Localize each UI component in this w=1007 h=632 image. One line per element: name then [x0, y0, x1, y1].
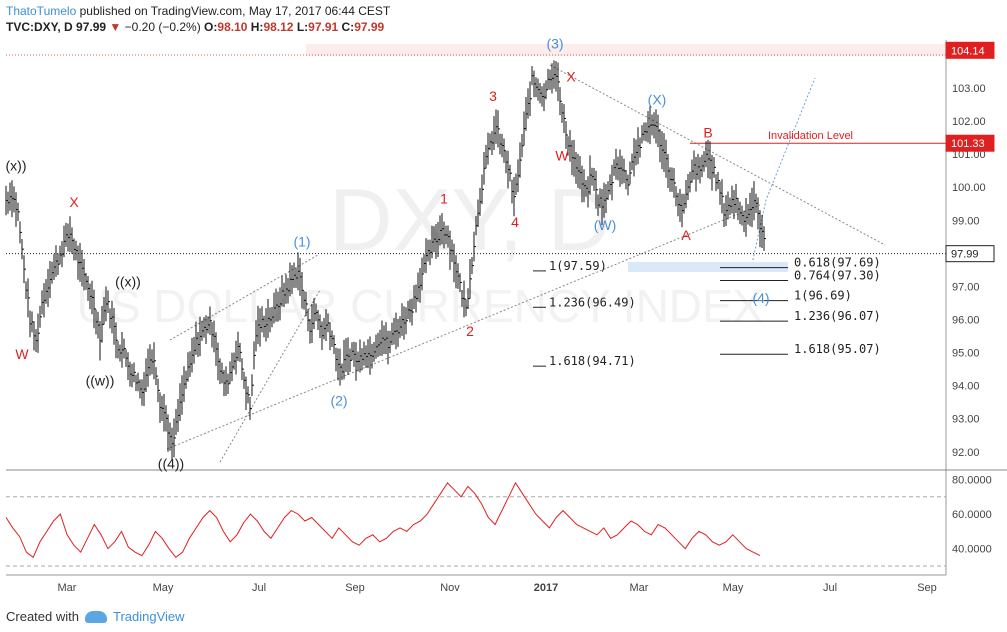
last-price: 97.99: [76, 20, 107, 34]
open-value: 98.10: [217, 20, 248, 34]
fib-label: 0.764(97.30): [794, 268, 881, 282]
price-tag-box: [945, 245, 995, 263]
ohlc-line: TVC:DXY, D 97.99 ▼ −0.20 (−0.2%) O:98.10…: [6, 19, 390, 35]
price-axis-tick: 92.00: [952, 447, 980, 459]
wave-label: (X): [648, 92, 667, 108]
trendline-lower: [166, 204, 761, 450]
rsi-line: [5, 481, 761, 559]
wave-label: ((w)): [86, 373, 115, 389]
trendline-channel-diag: [219, 289, 321, 463]
low-label: L:: [296, 20, 309, 34]
published-text: published on TradingView.com, May 17, 20…: [79, 4, 391, 18]
wave-label: (3): [546, 35, 563, 51]
projection-path: [751, 77, 816, 265]
trendline-descending: [549, 64, 886, 246]
high-label: H:: [250, 20, 264, 34]
price-tag-box: [945, 41, 995, 59]
fib-label: 1.236(96.49): [549, 295, 636, 309]
wave-label: 2: [466, 323, 474, 339]
created-with-text: Created with: [6, 609, 79, 624]
publish-line: ThatoTumelo published on TradingView.com…: [6, 3, 390, 19]
wave-label: (1): [293, 234, 310, 250]
time-axis-tick: Jul: [823, 582, 837, 594]
rsi-axis-tick: 60.0000: [952, 509, 992, 521]
wave-label: X: [69, 194, 79, 210]
wave-label: ((4)): [158, 455, 184, 471]
fib-levels: 1(97.59) 1.236(96.49) 1.618(94.71) 0.618(97…: [533, 256, 881, 368]
rsi-axis-tick: 80.0000: [952, 474, 992, 486]
tradingview-link[interactable]: TradingView: [112, 609, 185, 624]
author-link[interactable]: ThatoTumelo: [6, 4, 77, 18]
fib-label: 1(96.69): [794, 289, 852, 303]
open-label: O:: [204, 20, 218, 34]
rsi-axis-tick: 40.0000: [952, 544, 992, 556]
wave-label: 3: [489, 88, 497, 104]
price-axis-tick: 100.00: [952, 182, 986, 194]
symbol-label: TVC:DXY, D: [6, 20, 73, 34]
price-axis-tick: 103.00: [952, 83, 986, 95]
price-tag-box: [945, 134, 995, 152]
fib-label: 1.618(95.07): [794, 342, 881, 356]
time-axis-tick: Sep: [345, 582, 365, 594]
price-axis-tick: 95.00: [952, 348, 980, 360]
price-axis-tick: 93.00: [952, 414, 980, 426]
resistance-zone: [306, 44, 946, 56]
price-tag-label: 97.99: [951, 249, 979, 261]
wave-label: (W): [594, 217, 617, 233]
fib-label: 1.236(96.07): [794, 309, 881, 323]
time-axis-tick: Mar: [58, 582, 77, 594]
time-axis-tick: May: [153, 582, 174, 594]
price-tag-label: 101.33: [951, 138, 985, 150]
wave-label: 4: [511, 214, 519, 230]
trendline-upper-channel: [169, 254, 319, 341]
time-axis: Mar May Jul Sep Nov 2017 Mar May Jul Sep: [58, 582, 937, 594]
wave-label: (2): [330, 392, 347, 408]
rsi-panel: 80.0000 60.0000 40.0000: [5, 474, 992, 567]
price-tag-label: 104.14: [951, 45, 985, 57]
price-axis-tick: 96.00: [952, 314, 980, 326]
price-tags: 104.14 101.33 97.99: [945, 41, 995, 263]
wave-labels: (x)) X W ((x)) ((w)) ((4)) (1) (2) 1 2 3 4 (3) X W (W) (…: [6, 35, 770, 471]
wave-label: (x)): [6, 158, 27, 174]
wave-label: B: [703, 125, 712, 141]
time-axis-tick: 2017: [534, 582, 558, 594]
footer: Created with TradingView: [6, 609, 185, 624]
wave-label: X: [566, 68, 576, 84]
time-axis-tick: Nov: [440, 582, 460, 594]
close-label: C:: [341, 20, 355, 34]
price-axis-tick: 99.00: [952, 215, 980, 227]
wave-label: W: [555, 148, 569, 164]
down-arrow-icon: ▼: [109, 20, 122, 34]
change-value: −0.20 (−0.2%): [124, 20, 201, 34]
invalidation-label: Invalidation Level: [768, 130, 853, 142]
price-axis-tick: 94.00: [952, 381, 980, 393]
high-value: 98.12: [263, 20, 294, 34]
price-bars: [5, 60, 766, 460]
wave-label: W: [15, 346, 29, 362]
wave-label: 1: [440, 191, 448, 207]
price-axis-tick: 102.00: [952, 116, 986, 128]
close-value: 97.99: [354, 20, 385, 34]
time-axis-tick: Mar: [630, 582, 649, 594]
watermark-symbol: DXY, D: [329, 170, 611, 269]
target-zone: [628, 262, 788, 272]
tradingview-cloud-icon: [84, 610, 107, 623]
fib-label: 0.618(97.69): [794, 256, 881, 270]
time-axis-tick: Jul: [252, 582, 266, 594]
wave-label: ((x)): [115, 273, 141, 289]
wave-label: A: [681, 227, 691, 243]
fib-label: 1.618(94.71): [549, 354, 636, 368]
fib-label: 1(97.59): [549, 259, 607, 273]
price-axis-tick: 101.00: [952, 149, 986, 161]
low-value: 97.91: [308, 20, 339, 34]
chart-header: ThatoTumelo published on TradingView.com…: [6, 3, 390, 35]
time-axis-tick: May: [723, 582, 744, 594]
time-axis-tick: Sep: [917, 582, 937, 594]
wave-label: (4): [752, 290, 769, 306]
price-axis-tick: 97.00: [952, 281, 980, 293]
